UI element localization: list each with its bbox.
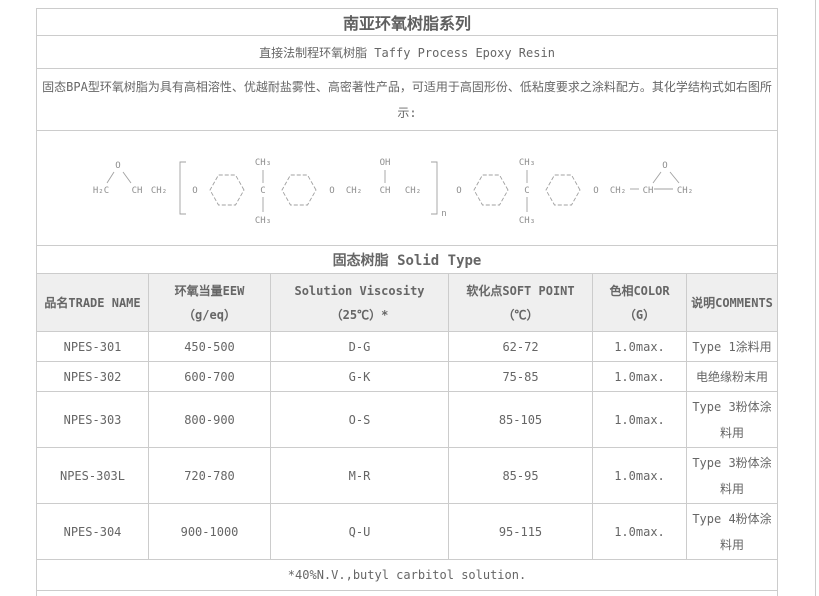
- header-line: 环氧当量EEW: [174, 283, 245, 298]
- chem-label: O: [593, 186, 598, 196]
- table-row: NPES-301 450-500 D-G 62-72 1.0max. Type …: [36, 331, 779, 362]
- cell-viscosity: Q-U: [270, 503, 449, 560]
- chem-label: CH: [643, 186, 654, 196]
- table-row: NPES-303L 720-780 M-R 85-95 1.0max. Type…: [36, 447, 779, 504]
- cell-color: 1.0max.: [592, 361, 687, 392]
- epoxy-resin-spec-table: 南亚环氧树脂系列 直接法制程环氧树脂 Taffy Process Epoxy R…: [35, 8, 779, 596]
- column-header-eew: 环氧当量EEW （g/eq）: [148, 273, 271, 332]
- column-header-soft-point: 软化点SOFT POINT （℃）: [448, 273, 593, 332]
- table-row: NPES-302 600-700 G-K 75-85 1.0max. 电绝缘粉末…: [36, 361, 779, 392]
- cell-trade-name: NPES-303: [36, 391, 149, 448]
- chem-label: O: [662, 161, 667, 171]
- section-title: 固态树脂 Solid Type: [35, 245, 779, 274]
- table-row: H₂C O CH CH₂ O CH₃ C CH₃ O CH: [35, 130, 779, 246]
- header-line: （℃）: [502, 307, 539, 322]
- cell-eew: 600-700: [148, 361, 271, 392]
- chem-label: O: [115, 161, 120, 171]
- table-row: NPES-304 900-1000 Q-U 95-115 1.0max. Typ…: [36, 503, 779, 560]
- cell-comments: Type 4粉体涂料用: [685, 503, 779, 560]
- cell-viscosity: G-K: [270, 361, 449, 392]
- chem-label: C: [260, 186, 265, 196]
- header-line: （G）: [623, 307, 656, 322]
- cell-comments: Type 1涂料用: [685, 331, 779, 362]
- cell-comments: Type 3粉体涂料用: [685, 391, 779, 448]
- table-row: 南亚环氧树脂系列: [35, 8, 779, 36]
- table-header-row: 品名TRADE NAME 环氧当量EEW （g/eq） Solution Vis…: [36, 273, 779, 332]
- chem-label: CH₂: [151, 186, 167, 196]
- cell-eew: 800-900: [148, 391, 271, 448]
- cell-viscosity: D-G: [270, 331, 449, 362]
- cell-viscosity: O-S: [270, 391, 449, 448]
- chemical-structure-diagram: H₂C O CH CH₂ O CH₃ C CH₃ O CH: [93, 158, 693, 226]
- chem-label: CH₂: [610, 186, 626, 196]
- cell-color: 1.0max.: [592, 391, 687, 448]
- header-line: 说明COMMENTS: [691, 295, 773, 310]
- cell-viscosity: M-R: [270, 447, 449, 504]
- chem-label: CH₃: [255, 158, 271, 168]
- table-row: 直接法制程环氧树脂 Taffy Process Epoxy Resin: [35, 35, 779, 69]
- footnote: *40%N.V.,butyl carbitol solution.: [35, 559, 779, 591]
- cell-eew: 720-780: [148, 447, 271, 504]
- header-line: （g/eq）: [183, 307, 236, 322]
- table-row: 固态树脂 Solid Type: [35, 245, 779, 274]
- cell-color: 1.0max.: [592, 447, 687, 504]
- column-header-trade-name: 品名TRADE NAME: [36, 273, 149, 332]
- header-line: 品名TRADE NAME: [44, 295, 141, 310]
- chem-label: CH₃: [519, 216, 535, 226]
- cell-soft-point: 75-85: [448, 361, 593, 392]
- chem-label: CH: [132, 186, 143, 196]
- chem-label: H₂C: [93, 186, 109, 196]
- column-header-viscosity: Solution Viscosity （25℃）*: [270, 273, 449, 332]
- table-row: NPES-303 800-900 O-S 85-105 1.0max. Type…: [36, 391, 779, 448]
- chem-label: CH₂: [405, 186, 421, 196]
- cell-color: 1.0max.: [592, 503, 687, 560]
- partial-cell: [35, 590, 779, 596]
- column-header-comments: 说明COMMENTS: [685, 273, 779, 332]
- cell-eew: 450-500: [148, 331, 271, 362]
- chem-label: CH₂: [346, 186, 362, 196]
- cell-soft-point: 62-72: [448, 331, 593, 362]
- cell-comments: Type 3粉体涂料用: [685, 447, 779, 504]
- chemical-structure-cell: H₂C O CH CH₂ O CH₃ C CH₃ O CH: [35, 130, 779, 246]
- cell-soft-point: 85-105: [448, 391, 593, 448]
- cell-soft-point: 95-115: [448, 503, 593, 560]
- header-line: Solution Viscosity: [294, 283, 425, 298]
- product-description: 固态BPA型环氧树脂为具有高相溶性、优越耐盐雾性、高密著性产品，可适用于高固形份…: [35, 68, 779, 131]
- header-line: （25℃）*: [330, 307, 389, 322]
- cell-comments: 电绝缘粉末用: [685, 361, 779, 392]
- cell-color: 1.0max.: [592, 331, 687, 362]
- header-line: 色相COLOR: [609, 283, 670, 298]
- table-row-partial: [35, 590, 779, 596]
- page-title: 南亚环氧树脂系列: [35, 8, 779, 36]
- chem-label: CH₃: [519, 158, 535, 168]
- cell-trade-name: NPES-303L: [36, 447, 149, 504]
- chem-label: C: [524, 186, 529, 196]
- chem-label: O: [192, 186, 197, 196]
- page-subtitle: 直接法制程环氧树脂 Taffy Process Epoxy Resin: [35, 35, 779, 69]
- cell-trade-name: NPES-301: [36, 331, 149, 362]
- cell-trade-name: NPES-302: [36, 361, 149, 392]
- chem-label: OH: [380, 158, 391, 168]
- cell-trade-name: NPES-304: [36, 503, 149, 560]
- chem-label: CH₃: [255, 216, 271, 226]
- chem-label: O: [329, 186, 334, 196]
- chem-label: O: [456, 186, 461, 196]
- cell-soft-point: 85-95: [448, 447, 593, 504]
- chem-label: CH₂: [677, 186, 693, 196]
- page-right-border: [815, 0, 816, 596]
- column-header-color: 色相COLOR （G）: [592, 273, 687, 332]
- cell-eew: 900-1000: [148, 503, 271, 560]
- table-row: 固态BPA型环氧树脂为具有高相溶性、优越耐盐雾性、高密著性产品，可适用于高固形份…: [35, 68, 779, 131]
- header-line: 软化点SOFT POINT: [466, 283, 575, 298]
- chem-label: n: [441, 209, 446, 219]
- table-row: *40%N.V.,butyl carbitol solution.: [35, 559, 779, 591]
- chem-label: CH: [380, 186, 391, 196]
